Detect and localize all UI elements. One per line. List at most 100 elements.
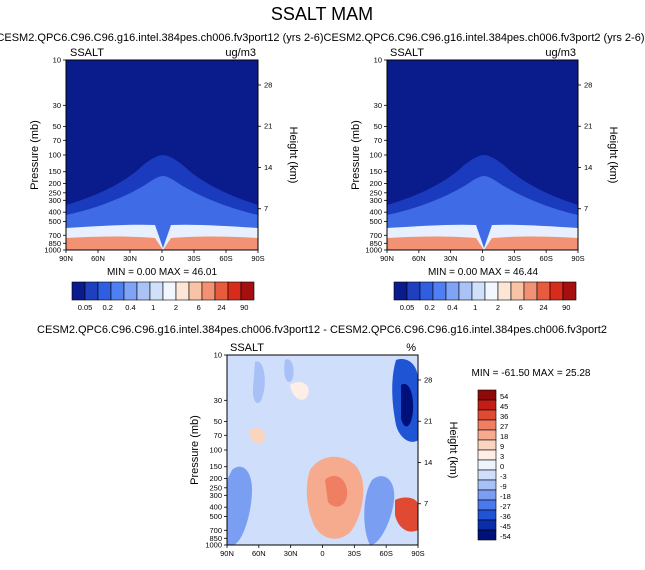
colorbar-label: 18 bbox=[500, 432, 508, 441]
y-tick-label: 1000 bbox=[205, 541, 222, 550]
panel-3-field-red-corner bbox=[395, 497, 418, 532]
colorbar-label: -27 bbox=[500, 502, 511, 511]
y-tick-label: 50 bbox=[374, 122, 382, 131]
panel-3-field-darkest-core bbox=[401, 383, 414, 427]
panel-3-field-blue-left bbox=[227, 466, 252, 545]
colorbar-swatch bbox=[477, 529, 497, 541]
panel-3-field-blue-lower bbox=[364, 476, 395, 545]
y2-tick-label: 21 bbox=[264, 122, 272, 131]
x-tick-label: 60S bbox=[539, 254, 552, 263]
x-tick-label: 0 bbox=[320, 549, 324, 558]
panel-1-ylabel: Pressure (mb) bbox=[29, 120, 41, 190]
y-tick-label: 50 bbox=[53, 122, 61, 131]
colorbar-label: 36 bbox=[500, 412, 508, 421]
colorbar-swatch bbox=[162, 281, 177, 301]
panel-3-title: CESM2.QPC6.C96.C96.g16.intel.384pes.ch00… bbox=[37, 324, 607, 336]
panel-1-stats: MIN = 0.00 MAX = 46.01 bbox=[107, 267, 217, 278]
colorbar-label: 0.05 bbox=[400, 303, 415, 312]
y-tick-label: 850 bbox=[369, 239, 382, 248]
y-tick-label: 200 bbox=[48, 179, 61, 188]
x-tick-label: 30N bbox=[444, 254, 458, 263]
y-tick-label: 400 bbox=[209, 503, 222, 512]
page-title: SSALT MAM bbox=[271, 4, 373, 24]
x-tick-label: 90N bbox=[220, 549, 234, 558]
panel-1-field-surface bbox=[66, 236, 258, 250]
colorbar-swatch bbox=[477, 429, 497, 441]
panel-3-ylabel: Pressure (mb) bbox=[189, 415, 201, 485]
colorbar-swatch bbox=[458, 281, 473, 301]
x-tick-label: 60S bbox=[379, 549, 392, 558]
y2-tick-label: 7 bbox=[264, 204, 268, 213]
y-tick-label: 250 bbox=[48, 188, 61, 197]
colorbar-swatch bbox=[175, 281, 190, 301]
panel-2-plot-area bbox=[386, 59, 579, 251]
y-tick-label: 70 bbox=[53, 136, 61, 145]
colorbar-swatch bbox=[419, 281, 434, 301]
y2-tick-label: 14 bbox=[584, 163, 592, 172]
y2-tick-label: 14 bbox=[424, 458, 432, 467]
x-tick-label: 90S bbox=[251, 254, 264, 263]
y-tick-label: 100 bbox=[209, 446, 222, 455]
panel-2-ylabel: Pressure (mb) bbox=[350, 120, 362, 190]
panel-1-title: CESM2.QPC6.C96.C96.g16.intel.384pes.ch00… bbox=[0, 32, 324, 44]
panel-3: CESM2.QPC6.C96.C96.g16.intel.384pes.ch00… bbox=[37, 324, 607, 558]
colorbar-swatch bbox=[445, 281, 460, 301]
y-tick-label: 30 bbox=[374, 101, 382, 110]
colorbar-swatch bbox=[477, 399, 497, 411]
y-tick-label: 700 bbox=[48, 231, 61, 240]
colorbar-swatch bbox=[484, 281, 499, 301]
colorbar-label: -3 bbox=[500, 472, 507, 481]
colorbar-swatch bbox=[201, 281, 216, 301]
colorbar-label: 6 bbox=[519, 303, 523, 312]
panel-2-left-label: SSALT bbox=[390, 47, 424, 59]
colorbar-label: 6 bbox=[197, 303, 201, 312]
y2-tick-label: 21 bbox=[424, 417, 432, 426]
y2-tick-label: 14 bbox=[264, 163, 272, 172]
panel-3-right-label: % bbox=[406, 342, 416, 354]
colorbar-swatch bbox=[477, 519, 497, 531]
colorbar-label: 0 bbox=[500, 462, 504, 471]
y-tick-label: 250 bbox=[369, 188, 382, 197]
colorbar-label: -18 bbox=[500, 492, 511, 501]
y-tick-label: 300 bbox=[209, 491, 222, 500]
x-tick-label: 90N bbox=[380, 254, 394, 263]
colorbar-swatch bbox=[406, 281, 421, 301]
y2-tick-label: 28 bbox=[424, 375, 432, 384]
colorbar-label: 2 bbox=[174, 303, 178, 312]
y-tick-label: 100 bbox=[48, 151, 61, 160]
panel-2-y2label: Height (km) bbox=[607, 127, 619, 184]
colorbar-label: 24 bbox=[217, 303, 225, 312]
colorbar-swatch bbox=[510, 281, 525, 301]
colorbar-label: -36 bbox=[500, 512, 511, 521]
panel-1-colorbar: 0.05 0.2 0.4 1 2 6 24 90 bbox=[71, 281, 255, 312]
colorbar-swatch bbox=[536, 281, 551, 301]
colorbar-swatch bbox=[477, 419, 497, 431]
x-tick-label: 60N bbox=[91, 254, 105, 263]
y-tick-label: 300 bbox=[48, 196, 61, 205]
colorbar-label: 0.2 bbox=[425, 303, 435, 312]
colorbar-swatch bbox=[393, 281, 408, 301]
colorbar-label: 90 bbox=[240, 303, 248, 312]
panel-2-right-label: ug/m3 bbox=[545, 47, 576, 59]
panel-3-plot-area bbox=[226, 354, 419, 546]
y-tick-label: 500 bbox=[369, 217, 382, 226]
y-tick-label: 10 bbox=[374, 56, 382, 65]
colorbar-label: 90 bbox=[562, 303, 570, 312]
y-tick-label: 850 bbox=[48, 239, 61, 248]
colorbar-swatch bbox=[227, 281, 242, 301]
colorbar-swatch bbox=[110, 281, 125, 301]
y-tick-label: 100 bbox=[369, 151, 382, 160]
panel-3-stats: MIN = -61.50 MAX = 25.28 bbox=[472, 368, 591, 379]
panel-1-y2label: Height (km) bbox=[287, 127, 299, 184]
panel-3-field-pink-mid bbox=[249, 428, 265, 444]
x-tick-label: 90N bbox=[59, 254, 73, 263]
y-tick-label: 150 bbox=[369, 167, 382, 176]
panel-2-colorbar: 0.05 0.2 0.4 1 2 6 24 90 bbox=[393, 281, 577, 312]
colorbar-label: 2 bbox=[496, 303, 500, 312]
colorbar-label: 0.2 bbox=[103, 303, 113, 312]
colorbar-label: 45 bbox=[500, 402, 508, 411]
y2-tick-label: 28 bbox=[264, 80, 272, 89]
colorbar-swatch bbox=[562, 281, 577, 301]
colorbar-label: 24 bbox=[539, 303, 547, 312]
y-tick-label: 500 bbox=[209, 512, 222, 521]
